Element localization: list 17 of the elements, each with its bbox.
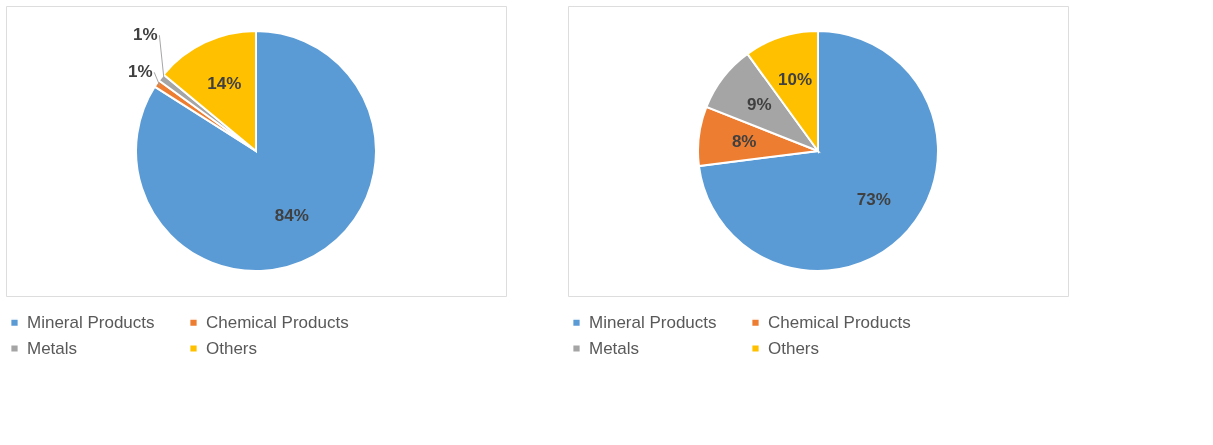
data-label: 10% — [777, 70, 813, 90]
data-label: 14% — [207, 73, 242, 93]
legend-label: Chemical Products — [768, 312, 911, 332]
legend-label: Metals — [589, 338, 640, 358]
legend-label: Others — [768, 338, 820, 358]
legend-label: Mineral Products — [27, 312, 155, 332]
data-label: 9% — [746, 95, 772, 115]
legend-label: Mineral Products — [589, 312, 717, 332]
pie-slice — [697, 30, 939, 272]
legend-label: Others — [206, 338, 258, 358]
legend-label: Metals — [27, 338, 78, 358]
data-label: 1% — [133, 25, 158, 45]
data-label: 1% — [127, 62, 153, 82]
data-label: 84% — [274, 206, 309, 226]
legend-label: Chemical Products — [206, 312, 349, 332]
data-label: 8% — [731, 131, 757, 151]
data-label: 73% — [856, 190, 891, 210]
